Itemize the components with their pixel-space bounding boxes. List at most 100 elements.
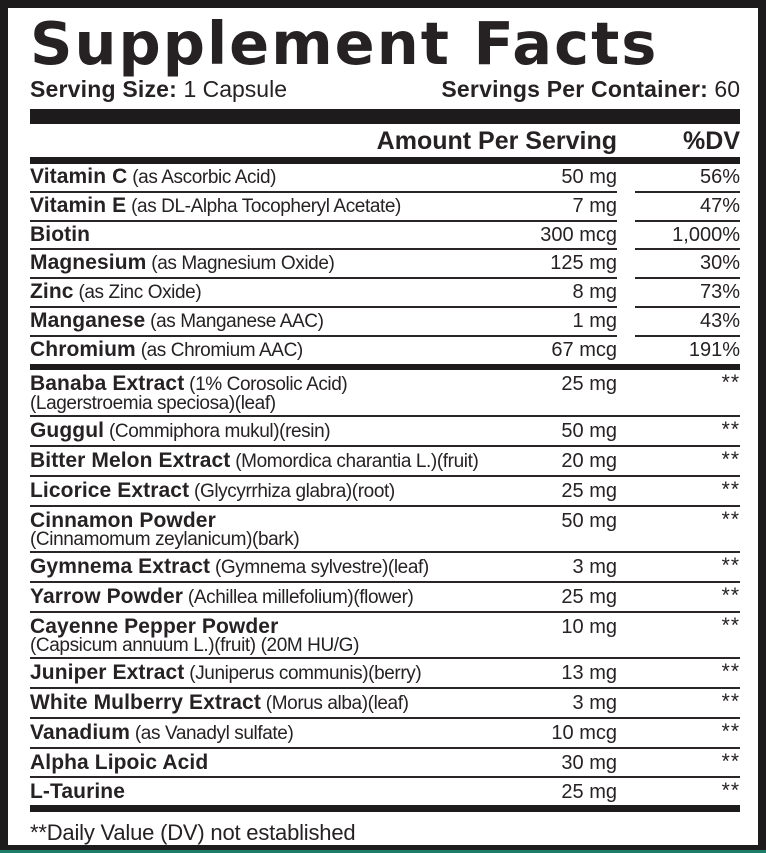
servings-per-container: Servings Per Container: 60 [441, 75, 740, 103]
dv-value: ** [721, 660, 740, 683]
percent-dv-header: %DV [683, 127, 740, 155]
amount-value: 10 mcg [551, 722, 617, 744]
ingredient-name: Zinc (as Zinc Oxide) [30, 280, 202, 303]
amount-value: 50 mg [561, 420, 617, 442]
dv-value: 43% [635, 308, 740, 337]
bottom-accent-strip [0, 850, 766, 853]
amount-value: 30 mg [561, 752, 617, 774]
amount-value: 25 mg [561, 480, 617, 502]
ingredient-name: Vanadium (as Vanadyl sulfate) [30, 721, 294, 744]
ingredient-name: Licorice Extract (Glycyrrhiza glabra)(ro… [30, 479, 395, 502]
amount-value: 67 mcg [551, 339, 617, 361]
ingredient-name: Cinnamon Powder [30, 509, 216, 532]
dv-value: 56% [635, 164, 740, 193]
ingredient-name: Yarrow Powder (Achillea millefolium)(flo… [30, 585, 414, 608]
ingredient-name: Juniper Extract (Juniperus communis)(ber… [30, 661, 422, 684]
ingredient-detail: (as Zinc Oxide) [73, 282, 202, 303]
dv-value: 30% [635, 250, 740, 279]
table-row: Cayenne Pepper Powder 10 mg (Capsicum annu… [30, 613, 740, 659]
table-row: Manganese (as Manganese AAC) 1 mg 43% [30, 308, 740, 337]
ingredient-detail: (Momordica charantia L.)(fruit) [230, 451, 479, 472]
table-row: Juniper Extract (Juniperus communis)(ber… [30, 659, 740, 689]
page-title: Supplement Facts [30, 9, 659, 78]
ingredient-detail: (as Chromium AAC) [135, 340, 304, 361]
amount-value: 3 mg [572, 692, 617, 714]
amount-value: 7 mg [572, 195, 617, 217]
table-row: Guggul (Commiphora mukul)(resin) 50 mg ** [30, 417, 740, 447]
ingredient-name: Cayenne Pepper Powder [30, 615, 279, 638]
ingredient-detail: (Glycyrrhiza glabra)(root) [189, 481, 395, 502]
amount-value: 50 mg [561, 166, 617, 188]
amount-value: 25 mg [561, 586, 617, 608]
serving-size-value: 1 Capsule [183, 76, 288, 102]
table-row: Vanadium (as Vanadyl sulfate) 10 mcg ** [30, 719, 740, 749]
table-row: Gymnema Extract (Gymnema sylvestre)(leaf… [30, 553, 740, 583]
amount-per-serving-header: Amount Per Serving [376, 127, 617, 155]
ingredient-name: Vitamin C (as Ascorbic Acid) [30, 165, 277, 188]
dv-value: ** [721, 508, 740, 531]
ingredient-name: Chromium (as Chromium AAC) [30, 338, 304, 361]
dv-value: ** [721, 720, 740, 743]
serving-info: Serving Size: 1 Capsule Servings Per Con… [30, 75, 740, 103]
dv-value: ** [721, 690, 740, 713]
ingredient-detail: (Achillea millefolium)(flower) [183, 587, 414, 608]
table-row: Banaba Extract (1% Corosolic Acid) 25 mg (… [30, 370, 740, 417]
ingredient-name: Gymnema Extract (Gymnema sylvestre)(leaf… [30, 555, 429, 578]
ingredient-detail: (1% Corosolic Acid) [184, 374, 348, 395]
dv-value: ** [721, 478, 740, 501]
ingredient-name: L-Taurine [30, 780, 126, 803]
amount-value: 125 mg [550, 252, 617, 274]
footnote: **Daily Value (DV) not established [30, 820, 356, 845]
amount-value: 300 mcg [540, 224, 617, 246]
dv-value: ** [721, 584, 740, 607]
ingredient-detail: (Juniperus communis)(berry) [184, 663, 422, 684]
ingredient-detail: (as Magnesium Oxide) [146, 253, 335, 274]
ingredient-name: Bitter Melon Extract (Momordica charanti… [30, 449, 479, 472]
amount-value: 25 mg [561, 781, 617, 803]
table-row: Vitamin E (as DL-Alpha Tocopheryl Acetat… [30, 193, 740, 222]
table-row: Licorice Extract (Glycyrrhiza glabra)(ro… [30, 477, 740, 507]
table-row: Chromium (as Chromium AAC) 67 mcg 191% [30, 337, 740, 364]
ingredient-name: Guggul (Commiphora mukul)(resin) [30, 419, 331, 442]
ingredient-detail: (as Ascorbic Acid) [127, 167, 277, 188]
ingredient-subtext: (Lagerstroemia speciosa)(leaf) [30, 393, 276, 414]
dv-value: ** [721, 448, 740, 471]
dv-value: ** [721, 750, 740, 773]
dv-value: ** [721, 554, 740, 577]
servings-per-container-label: Servings Per Container: [441, 76, 709, 102]
ingredient-name: White Mulberry Extract (Morus alba)(leaf… [30, 691, 409, 714]
column-header: Amount Per Serving %DV [30, 124, 740, 157]
amount-value: 3 mg [572, 556, 617, 578]
amount-value: 20 mg [561, 450, 617, 472]
dv-value: 1,000% [635, 222, 740, 250]
dv-value: ** [721, 371, 740, 394]
ingredient-name: Manganese (as Manganese AAC) [30, 309, 324, 332]
table-row: Alpha Lipoic Acid 30 mg ** [30, 749, 740, 778]
divider-bar-top [30, 109, 740, 124]
ingredient-detail: (Commiphora mukul)(resin) [104, 421, 331, 442]
amount-value: 8 mg [572, 281, 617, 303]
ingredient-name: Banaba Extract (1% Corosolic Acid) [30, 372, 348, 395]
amount-value: 13 mg [561, 662, 617, 684]
serving-size: Serving Size: 1 Capsule [30, 75, 287, 103]
dv-value: ** [721, 418, 740, 441]
ingredient-subtext: (Cinnamomum zeylanicum)(bark) [30, 529, 300, 550]
table-row: Magnesium (as Magnesium Oxide) 125 mg 30% [30, 250, 740, 279]
table-row: Bitter Melon Extract (Momordica charanti… [30, 447, 740, 477]
table-row: Vitamin C (as Ascorbic Acid) 50 mg 56% [30, 164, 740, 193]
serving-size-label: Serving Size: [30, 76, 178, 102]
amount-value: 25 mg [561, 373, 617, 395]
amount-value: 10 mg [561, 616, 617, 638]
table-row: L-Taurine 25 mg ** [30, 778, 740, 805]
ingredient-subtext: (Capsicum annuum L.)(fruit) (20M HU/G) [30, 635, 359, 656]
dv-value: ** [721, 614, 740, 637]
ingredient-name: Biotin [30, 223, 91, 246]
table-row: Zinc (as Zinc Oxide) 8 mg 73% [30, 279, 740, 308]
facts-section-botanicals-others: Banaba Extract (1% Corosolic Acid) 25 mg (… [30, 370, 740, 805]
divider-bar-bottom [30, 805, 740, 812]
ingredient-detail: (as Manganese AAC) [145, 311, 324, 332]
ingredient-detail: (as Vanadyl sulfate) [130, 723, 294, 744]
divider-bar-middle [30, 364, 740, 370]
amount-value: 50 mg [561, 510, 617, 532]
